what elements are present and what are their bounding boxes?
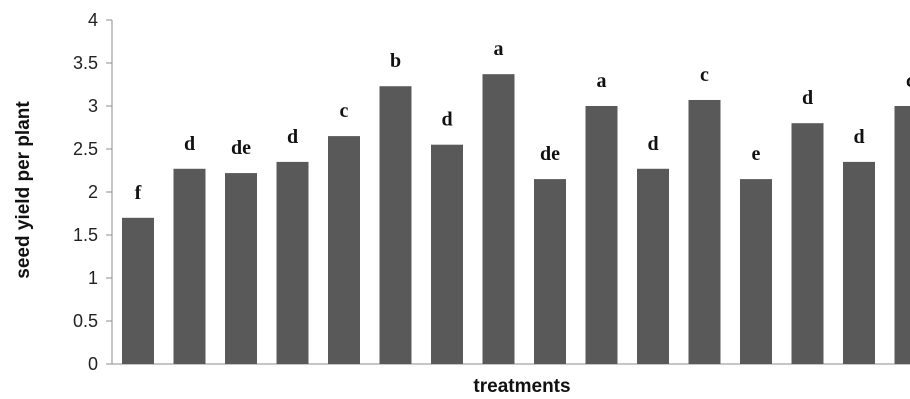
bar [637,168,669,364]
x-axis-title: treatments [473,376,570,397]
bar [379,86,412,364]
bar-data-label: e [752,143,761,165]
bar [173,168,206,364]
bar-data-label: b [390,50,401,72]
bar [894,106,910,364]
bar [585,106,618,364]
y-tick-label: 2.5 [73,139,98,159]
bar [843,161,875,364]
bar-data-label: de [231,137,251,159]
bar-data-label: d [802,87,813,109]
bar-data-label: d [441,109,452,131]
bar [122,217,154,364]
bars [122,74,910,365]
bar [740,179,772,364]
bar-data-label: c [340,100,349,122]
y-tick-label: 3.5 [73,53,98,73]
y-axis: 0 0.5 1 1.5 2 2.5 3 3.5 4 [73,10,113,374]
bar-labels: f d de d c b d a de a d c e d d c [135,38,910,204]
y-tick-label: 1 [88,268,98,288]
y-tick-label: 2 [88,182,98,202]
bar [482,74,515,365]
y-tick-label: 3 [88,96,98,116]
bar-data-label: c [700,64,709,86]
bar [431,144,463,364]
y-tick-label: 0 [88,354,98,374]
bar-data-label: d [184,133,195,155]
y-axis-title: seed yield per plant [13,101,34,279]
bar-data-label: d [287,126,298,148]
bar [276,161,309,364]
bar [328,136,360,364]
y-tick-label: 1.5 [73,225,98,245]
bar-data-label: f [135,182,142,204]
bar-data-label: de [540,143,560,165]
bar [688,99,721,364]
bar [534,179,566,364]
bar-data-label: d [647,133,658,155]
bar-data-label: c [906,70,910,92]
bar-data-label: d [853,126,864,148]
bar [791,123,824,364]
y-tick-label: 4 [88,10,98,30]
y-tick-label: 0.5 [73,311,98,331]
bar-data-label: a [494,38,504,60]
bar [225,173,257,364]
bar-data-label: a [597,70,607,92]
